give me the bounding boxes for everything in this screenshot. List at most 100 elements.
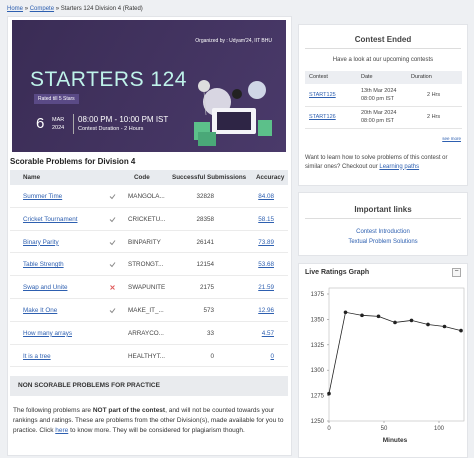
divider xyxy=(305,218,461,219)
status-icon xyxy=(109,262,116,268)
non-scorable-text: The following problems are NOT part of t… xyxy=(13,406,285,436)
link[interactable]: Learning paths xyxy=(379,163,420,170)
divider xyxy=(305,48,461,49)
rating-line xyxy=(328,311,462,394)
panel-title: Important links xyxy=(354,205,412,214)
rating-point xyxy=(442,324,447,329)
ct-header: Contest Date Duration xyxy=(305,71,462,84)
rated-badge: Rated till 5 Stars xyxy=(34,94,79,104)
accuracy[interactable]: 4.57 xyxy=(261,329,274,337)
problem-name[interactable]: How many arrays xyxy=(23,329,72,337)
contest-date: 13th Mar 2024 xyxy=(361,88,397,94)
crumb-link[interactable]: Compete xyxy=(29,6,55,12)
link[interactable]: here xyxy=(55,427,69,434)
contest-date: 20th Mar 2024 xyxy=(361,110,397,116)
problem-name[interactable]: Summer Time xyxy=(23,193,63,200)
contest-link[interactable]: START125 xyxy=(309,92,336,98)
th: Contest xyxy=(309,74,328,80)
crumb-current: Starters 124 Division 4 (Rated) xyxy=(60,6,143,12)
problem-code: BINPARITY xyxy=(128,238,161,246)
th: Code xyxy=(134,174,150,181)
problem-row: Cricket Tournament CRICKETU... 28358 58.15 xyxy=(10,208,288,231)
breadcrumb: Home » Compete » Starters 124 Division 4… xyxy=(7,6,143,12)
problem-code: ARRAYCO... xyxy=(128,329,164,337)
problem-name[interactable]: Make It One xyxy=(23,307,58,314)
text-bold: NOT part of the contest xyxy=(92,407,166,414)
contest-link[interactable]: START126 xyxy=(309,114,336,120)
section-title: Scorable Problems for Division 4 xyxy=(10,157,136,166)
table-header: Name Code Successful Submissions Accurac… xyxy=(10,170,288,185)
submissions: 573 xyxy=(203,307,214,314)
problem-row: Swap and Unite SWAPUNITE 2175 21.59 xyxy=(10,276,288,299)
links-panel: Important links Contest Introduction Tex… xyxy=(298,192,468,256)
accuracy[interactable]: 12.96 xyxy=(258,307,274,314)
subtitle: Have a look at our upcoming contests xyxy=(332,57,434,63)
chart: 1250 1275 1300 1325 1350 1375 0 50 100 Minutes xyxy=(311,287,465,444)
link[interactable]: Contest Introduction xyxy=(356,229,410,235)
divider xyxy=(73,114,74,134)
crumb-sep: » xyxy=(24,6,29,12)
problem-code: CRICKETU... xyxy=(128,215,166,223)
x-tick-label: 100 xyxy=(434,426,445,432)
contest-time: 08:00 pm IST xyxy=(361,96,395,102)
text: The following problems are xyxy=(13,407,93,414)
th: Duration xyxy=(411,74,432,80)
problem-row: Table Strength STRONGT... 12154 53.68 xyxy=(10,253,288,277)
y-tick-label: 1250 xyxy=(311,419,325,425)
problem-row: Make It One MAKE_IT_... 573 12.96 xyxy=(10,299,288,322)
problem-row: Binary Parity BINPARITY 26141 73.89 xyxy=(10,231,288,254)
status-icon xyxy=(109,216,116,223)
year: 2024 xyxy=(52,125,65,131)
problem-table: Summer Time MANGOLA... 32828 84.08 Cricket T… xyxy=(10,185,288,370)
problem-row: How many arrays ARRAYCO... 33 4.57 xyxy=(10,322,288,345)
y-tick-label: 1300 xyxy=(311,368,325,374)
non-scorable-box: NON SCORABLE PROBLEMS FOR PRACTICE xyxy=(10,376,288,396)
submissions: 28358 xyxy=(196,215,214,223)
y-tick-label: 1350 xyxy=(311,317,325,323)
banner-art xyxy=(194,80,272,146)
crumb-link[interactable]: Home xyxy=(7,6,24,12)
submissions: 32828 xyxy=(196,193,214,200)
problem-name[interactable]: Table Strength xyxy=(23,261,64,269)
text: , and will not be counted towards your r… xyxy=(13,407,284,434)
accuracy[interactable]: 0 xyxy=(270,352,274,360)
y-tick-label: 1325 xyxy=(311,343,325,349)
see-more[interactable]: see more xyxy=(442,136,461,141)
problem-code: STRONGT... xyxy=(128,261,164,269)
collapse-button[interactable]: − xyxy=(452,268,461,277)
contest-duration: 2 Hrs xyxy=(427,114,441,120)
banner-title: STARTERS 124 xyxy=(30,68,187,91)
plot-frame xyxy=(328,287,465,422)
problem-row: Summer Time MANGOLA... 32828 84.08 xyxy=(10,185,288,208)
th: Accuracy xyxy=(256,174,285,181)
problem-name[interactable]: Binary Parity xyxy=(23,238,59,246)
submissions: 2175 xyxy=(199,284,214,292)
problem-code: MANGOLA... xyxy=(128,193,165,200)
accuracy[interactable]: 21.59 xyxy=(258,284,274,292)
x-axis-label: Minutes xyxy=(383,437,408,444)
link[interactable]: Textual Problem Solutions xyxy=(348,239,418,245)
y-tick-label: 1275 xyxy=(311,394,325,400)
rating-point xyxy=(343,310,348,315)
rating-point xyxy=(360,313,364,318)
problem-name[interactable]: Swap and Unite xyxy=(23,284,68,292)
submissions: 0 xyxy=(210,352,214,360)
problem-name[interactable]: It is a tree xyxy=(23,352,51,360)
problem-name[interactable]: Cricket Tournament xyxy=(23,215,78,223)
x-tick-label: 50 xyxy=(381,426,388,432)
problem-row: It is a tree HEALTHYT... 0 0 xyxy=(10,345,288,368)
y-tick-label: 1375 xyxy=(311,292,325,298)
crumb-sep: » xyxy=(55,6,60,12)
th: Successful Submissions xyxy=(172,174,247,181)
accuracy[interactable]: 84.08 xyxy=(258,193,274,200)
accuracy[interactable]: 73.89 xyxy=(258,238,274,246)
accuracy[interactable]: 58.15 xyxy=(258,215,274,223)
status-icon xyxy=(110,285,115,291)
rating-point xyxy=(426,322,430,327)
row-divider xyxy=(305,128,462,129)
rating-point xyxy=(409,318,414,323)
accuracy[interactable]: 53.68 xyxy=(258,261,274,269)
ratings-panel: Live Ratings Graph − 1250 1275 1300 1325 135… xyxy=(298,263,468,458)
learn-text: Want to learn how to solve problems of t… xyxy=(305,154,465,171)
panel-title: Contest Ended xyxy=(354,35,412,44)
